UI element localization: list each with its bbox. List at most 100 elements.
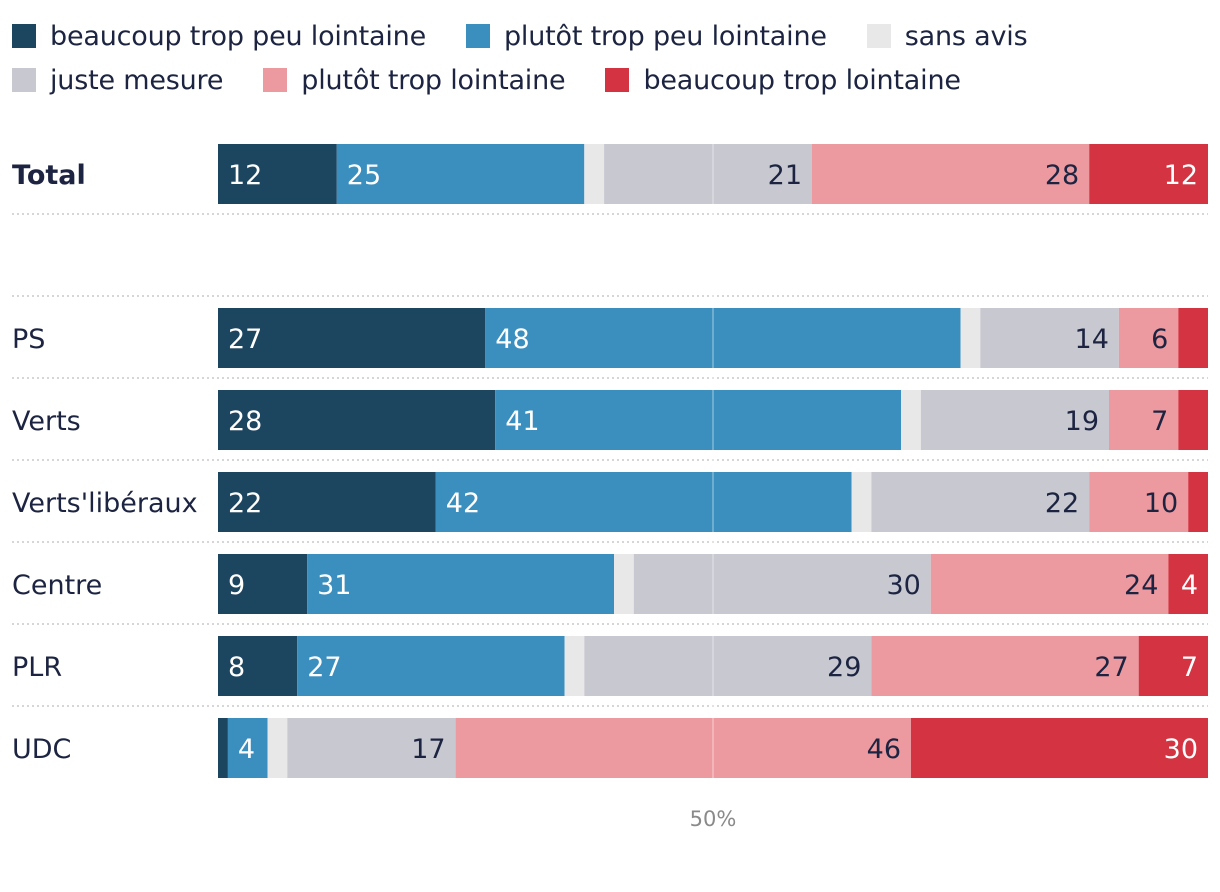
row-label: PLR — [12, 652, 62, 683]
legend-swatch — [866, 24, 891, 48]
data-label: 10 — [1144, 488, 1178, 519]
data-label: 28 — [228, 406, 262, 437]
data-label: 42 — [446, 488, 480, 519]
bar-segment — [564, 636, 585, 696]
legend-label: plutôt trop peu lointaine — [503, 20, 827, 52]
bar-segment — [901, 390, 921, 450]
legend-row-1: beaucoup trop peu lointaine plutôt trop … — [12, 14, 1202, 58]
data-label: 29 — [827, 652, 861, 683]
row-label: Centre — [12, 570, 102, 601]
data-label: 48 — [495, 324, 529, 355]
data-label: 21 — [768, 160, 802, 191]
bar-segment — [1089, 144, 1208, 204]
data-label: 46 — [867, 734, 901, 765]
bar-segment — [1109, 390, 1179, 450]
data-label: 25 — [347, 160, 381, 191]
legend-item-beaucoup-trop-lointaine: beaucoup trop lointaine — [605, 65, 961, 96]
legend-swatch — [12, 68, 36, 92]
bar-row-verts: Verts 28 41 19 7 — [12, 390, 1208, 450]
row-label: UDC — [12, 734, 71, 765]
bar-segment — [435, 472, 852, 532]
bar-row-plr: PLR 8 27 29 27 7 — [12, 636, 1208, 696]
legend-row-2: juste mesure plutôt trop lointaine beauc… — [12, 58, 1202, 102]
bar-segment — [1178, 390, 1208, 450]
bar-segment — [851, 472, 872, 532]
bar-segment — [812, 144, 1090, 204]
legend-swatch — [263, 68, 288, 92]
bar-segment — [485, 308, 961, 368]
legend-item-plutot-trop-lointaine: plutôt trop lointaine — [263, 64, 566, 96]
bar-segment — [218, 144, 337, 204]
bar-segment — [336, 144, 585, 204]
legend-swatch — [605, 68, 630, 92]
data-label: 12 — [228, 160, 262, 191]
bar-segment — [871, 636, 1139, 696]
bar-segment — [960, 308, 981, 368]
bar-segment — [307, 554, 614, 614]
bar-row-centre: Centre 9 31 30 24 4 — [12, 554, 1208, 614]
data-label: 9 — [228, 570, 245, 601]
data-label: 27 — [307, 652, 341, 683]
legend-swatch — [465, 24, 490, 48]
data-label: 22 — [228, 488, 262, 519]
row-label: Verts'libéraux — [12, 488, 198, 519]
bar-segment — [633, 554, 931, 614]
bar-segment — [267, 718, 288, 778]
bar-segment — [455, 718, 911, 778]
data-label: 12 — [1164, 160, 1198, 191]
data-label: 27 — [228, 324, 262, 355]
data-label: 7 — [1151, 406, 1168, 437]
bar-segment — [218, 308, 486, 368]
bar-segment — [980, 308, 1119, 368]
row-label: Total — [12, 160, 86, 191]
bar-segment — [495, 390, 902, 450]
data-label: 24 — [1124, 570, 1158, 601]
data-label: 30 — [886, 570, 920, 601]
axis-tick-label: 50% — [690, 807, 737, 831]
legend-label: beaucoup trop peu lointaine — [50, 20, 426, 52]
data-label: 7 — [1181, 652, 1198, 683]
legend-label: plutôt trop lointaine — [301, 64, 566, 96]
bar-segment — [614, 554, 634, 614]
legend-item-plutot-trop-peu-lointaine: plutôt trop peu lointaine — [465, 20, 827, 52]
data-label: 6 — [1151, 324, 1168, 355]
legend: beaucoup trop peu lointaine plutôt trop … — [12, 14, 1202, 102]
data-label: 22 — [1045, 488, 1079, 519]
bar-segment — [297, 636, 565, 696]
data-label: 27 — [1094, 652, 1128, 683]
data-label: 4 — [1181, 570, 1198, 601]
bar-segment — [218, 554, 308, 614]
bar-segment — [1118, 308, 1179, 368]
data-label: 4 — [238, 734, 255, 765]
data-label: 8 — [228, 652, 245, 683]
legend-label: sans avis — [904, 20, 1028, 52]
bar-row-udc: UDC 4 17 46 30 — [12, 718, 1208, 778]
legend-item-beaucoup-trop-peu-lointaine: beaucoup trop peu lointaine — [12, 21, 426, 52]
row-label: Verts — [12, 406, 81, 437]
bar-segment — [920, 390, 1109, 450]
bar-segment — [1089, 472, 1189, 532]
bar-segment — [1188, 472, 1208, 532]
bar-segment — [218, 472, 436, 532]
bar-segment — [871, 472, 1090, 532]
bar-row-ps: PS 27 48 14 6 — [12, 308, 1208, 368]
legend-item-sans-avis: sans avis — [866, 20, 1028, 52]
data-label: 30 — [1164, 734, 1198, 765]
bar-segment — [930, 554, 1169, 614]
bar-segment — [584, 636, 872, 696]
bar-segment — [1178, 308, 1208, 368]
bar-segment — [227, 718, 268, 778]
legend-label: juste mesure — [50, 64, 224, 96]
bar-segment — [584, 144, 605, 204]
legend-item-juste-mesure: juste mesure — [12, 65, 223, 96]
bar-segment — [1138, 636, 1208, 696]
bar-segment — [218, 390, 496, 450]
data-label: 19 — [1065, 406, 1099, 437]
data-label: 17 — [411, 734, 445, 765]
data-label: 41 — [505, 406, 539, 437]
data-label: 28 — [1045, 160, 1079, 191]
data-label: 31 — [317, 570, 351, 601]
bar-segment — [218, 636, 298, 696]
